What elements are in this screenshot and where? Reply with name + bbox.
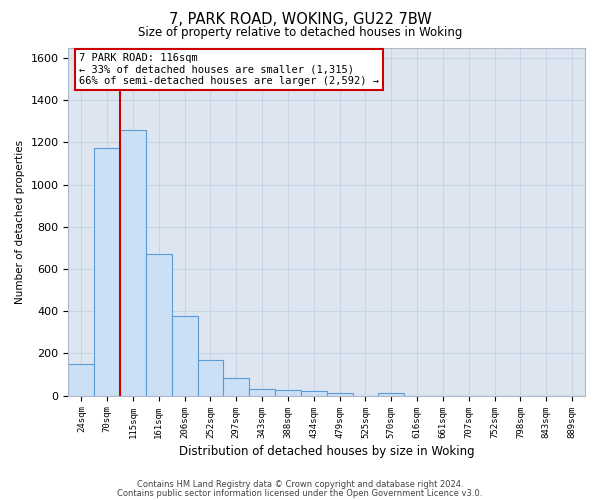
Bar bbox=[172, 316, 197, 396]
Bar bbox=[146, 254, 172, 396]
Bar bbox=[223, 378, 249, 396]
Bar bbox=[275, 390, 301, 396]
Text: Contains HM Land Registry data © Crown copyright and database right 2024.: Contains HM Land Registry data © Crown c… bbox=[137, 480, 463, 489]
X-axis label: Distribution of detached houses by size in Woking: Distribution of detached houses by size … bbox=[179, 444, 475, 458]
Y-axis label: Number of detached properties: Number of detached properties bbox=[15, 140, 25, 304]
Text: 7, PARK ROAD, WOKING, GU22 7BW: 7, PARK ROAD, WOKING, GU22 7BW bbox=[169, 12, 431, 28]
Bar bbox=[327, 394, 353, 396]
Bar bbox=[94, 148, 120, 396]
Bar bbox=[379, 394, 404, 396]
Text: Size of property relative to detached houses in Woking: Size of property relative to detached ho… bbox=[138, 26, 462, 39]
Text: Contains public sector information licensed under the Open Government Licence v3: Contains public sector information licen… bbox=[118, 488, 482, 498]
Bar bbox=[301, 392, 327, 396]
Bar bbox=[68, 364, 94, 396]
Bar bbox=[249, 390, 275, 396]
Text: 7 PARK ROAD: 116sqm
← 33% of detached houses are smaller (1,315)
66% of semi-det: 7 PARK ROAD: 116sqm ← 33% of detached ho… bbox=[79, 52, 379, 86]
Bar bbox=[120, 130, 146, 396]
Bar bbox=[197, 360, 223, 396]
